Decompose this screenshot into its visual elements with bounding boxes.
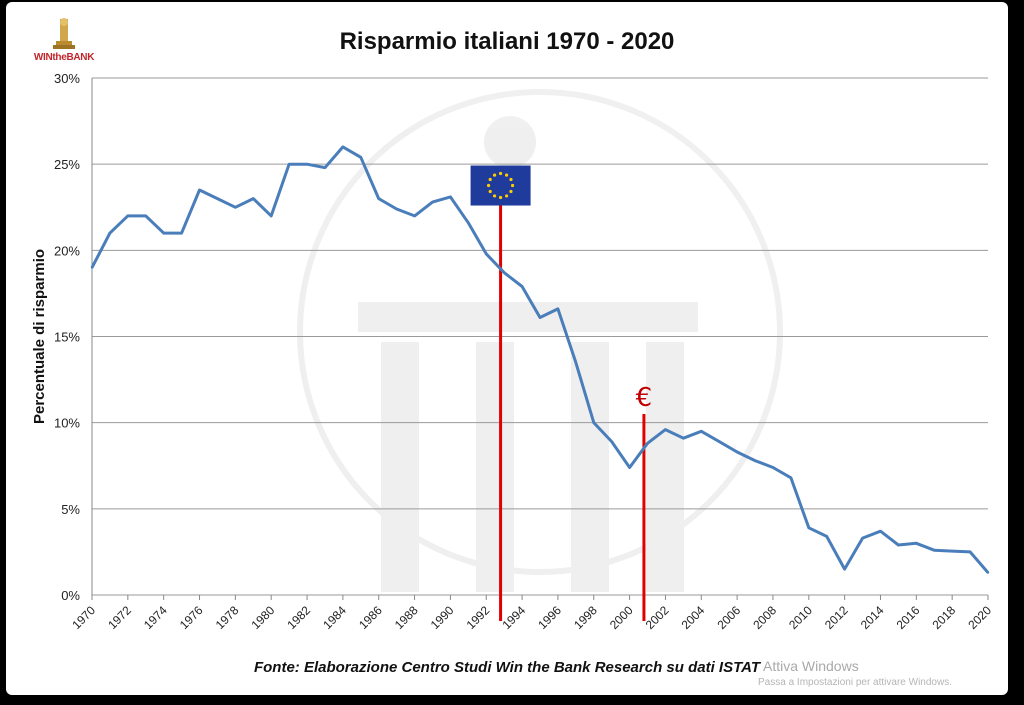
data-point [610, 440, 613, 443]
data-point [682, 436, 685, 440]
x-tick-label: 2000 [607, 603, 636, 632]
data-point [771, 466, 775, 469]
win-the-bank-logo: WINtheBANK [24, 16, 104, 76]
y-tick-label: 30% [54, 71, 80, 86]
y-tick-label: 25% [54, 157, 80, 172]
data-point [502, 271, 506, 274]
data-point [950, 549, 954, 553]
x-tick-label: 2010 [786, 603, 815, 632]
logo-text: WINtheBANK [33, 52, 95, 63]
data-point [843, 567, 846, 571]
data-point [700, 430, 703, 433]
data-point [664, 428, 667, 431]
x-tick-label: 1998 [571, 603, 600, 632]
data-point [108, 231, 112, 235]
x-tick-label: 2018 [929, 603, 958, 632]
x-tick-label: 2006 [714, 603, 743, 632]
chart-title: Risparmio italiani 1970 - 2020 [339, 28, 675, 55]
euro-sign-label: € [636, 383, 653, 413]
data-point [968, 550, 972, 554]
data-point [305, 162, 309, 166]
trophy-icon [53, 18, 75, 49]
data-point [915, 542, 918, 545]
data-point [628, 466, 631, 469]
data-point [323, 166, 327, 169]
chart-card: WINtheBANK Risparmio italiani 1970 - 202… [6, 2, 1008, 695]
x-tick-label: 1982 [284, 603, 313, 632]
windows-activation-title: Attiva Windows [763, 658, 859, 674]
data-point [986, 571, 990, 574]
data-point [735, 450, 739, 454]
x-tick-label: 1974 [141, 603, 170, 632]
data-point [449, 195, 452, 199]
data-point [234, 206, 237, 209]
eu-flag-icon [470, 165, 531, 206]
data-point [574, 361, 578, 364]
data-point [485, 252, 488, 255]
data-point [520, 285, 524, 288]
data-point [198, 188, 201, 192]
data-point [216, 197, 219, 200]
data-point [252, 197, 255, 200]
data-point [395, 207, 398, 211]
data-point [753, 459, 757, 462]
line-chart: 0% 5% 10% 15% 20% 25% 30% 1970 1972 1974 1976 1978… [31, 71, 994, 632]
x-tick-label: 2014 [858, 603, 887, 632]
x-tick-label: 1972 [105, 603, 134, 632]
x-tick-label: 1994 [499, 603, 528, 632]
data-point [538, 316, 542, 319]
x-tick-label: 1978 [213, 603, 242, 632]
data-point [646, 442, 649, 445]
y-tick-label: 5% [61, 502, 80, 517]
data-point [467, 221, 470, 224]
data-point [90, 266, 94, 269]
y-tick-label: 20% [54, 243, 80, 258]
data-point [287, 162, 291, 166]
data-point [825, 535, 828, 538]
x-tick-label: 1992 [464, 603, 493, 632]
y-tick-label: 0% [61, 588, 80, 603]
x-tick-label: 1980 [249, 603, 278, 632]
data-point [592, 421, 595, 424]
y-tick-label: 15% [54, 330, 80, 345]
data-point [413, 214, 416, 218]
x-tick-label: 2002 [643, 603, 672, 632]
data-point [162, 231, 165, 235]
x-tick-label: 2004 [679, 603, 708, 632]
x-tick-label: 1996 [535, 603, 564, 632]
data-point [861, 536, 864, 540]
data-point [270, 214, 273, 218]
data-point [789, 476, 793, 480]
data-point [126, 214, 130, 218]
data-point [180, 231, 183, 235]
x-tick-label: 2016 [894, 603, 923, 632]
x-tick-label: 1986 [356, 603, 385, 632]
x-tick-label: 2012 [822, 603, 851, 632]
data-point [431, 200, 434, 204]
x-tick-label: 2020 [965, 603, 994, 632]
data-point [879, 530, 882, 533]
x-tick-label: 1988 [392, 603, 421, 632]
x-tick-label: 2008 [750, 603, 779, 632]
x-tick-label: 1990 [428, 603, 457, 632]
y-tick-label: 10% [54, 416, 80, 431]
x-tick-label: 1970 [69, 603, 98, 632]
windows-activation-subtitle: Passa a Impostazioni per attivare Window… [758, 677, 952, 688]
data-point [144, 214, 147, 218]
y-axis-label: Percentuale di risparmio [31, 249, 48, 424]
x-tick-label: 1984 [320, 603, 349, 632]
data-point [556, 307, 560, 311]
data-point [341, 145, 345, 149]
data-point [897, 543, 900, 547]
background-watermark [297, 89, 783, 592]
source-note: Fonte: Elaborazione Centro Studi Win the… [253, 659, 761, 676]
data-point [718, 440, 721, 443]
data-point [377, 197, 380, 200]
data-point [359, 156, 362, 159]
data-point [933, 548, 936, 552]
data-point [807, 526, 810, 529]
x-tick-label: 1976 [177, 603, 206, 632]
